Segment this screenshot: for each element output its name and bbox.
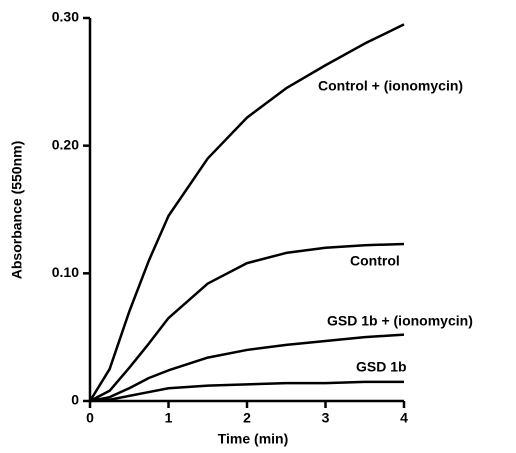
x-tick-label: 1 [165,410,173,426]
y-axis-label: Absorbance (550nm) [9,141,25,279]
x-axis-label: Time (min) [218,431,289,447]
y-tick-label: 0 [71,392,79,408]
data-line [88,23,405,402]
data-line [89,380,404,403]
y-tick-label: 0.30 [52,9,79,25]
data-line [89,333,405,403]
x-tick-label: 3 [322,410,330,426]
series-label: GSD 1b + (ionomycin) [327,313,473,329]
x-tick-label: 0 [86,410,94,426]
x-tick-label: 2 [243,410,251,426]
y-tick-label: 0.10 [52,264,79,280]
series-label: GSD 1b [356,359,407,375]
x-tick-label: 4 [400,410,408,426]
series-label: Control [350,253,400,269]
data-line [89,242,405,403]
series-label: Control + (ionomycin) [318,78,463,94]
y-tick-label: 0.20 [52,136,79,152]
